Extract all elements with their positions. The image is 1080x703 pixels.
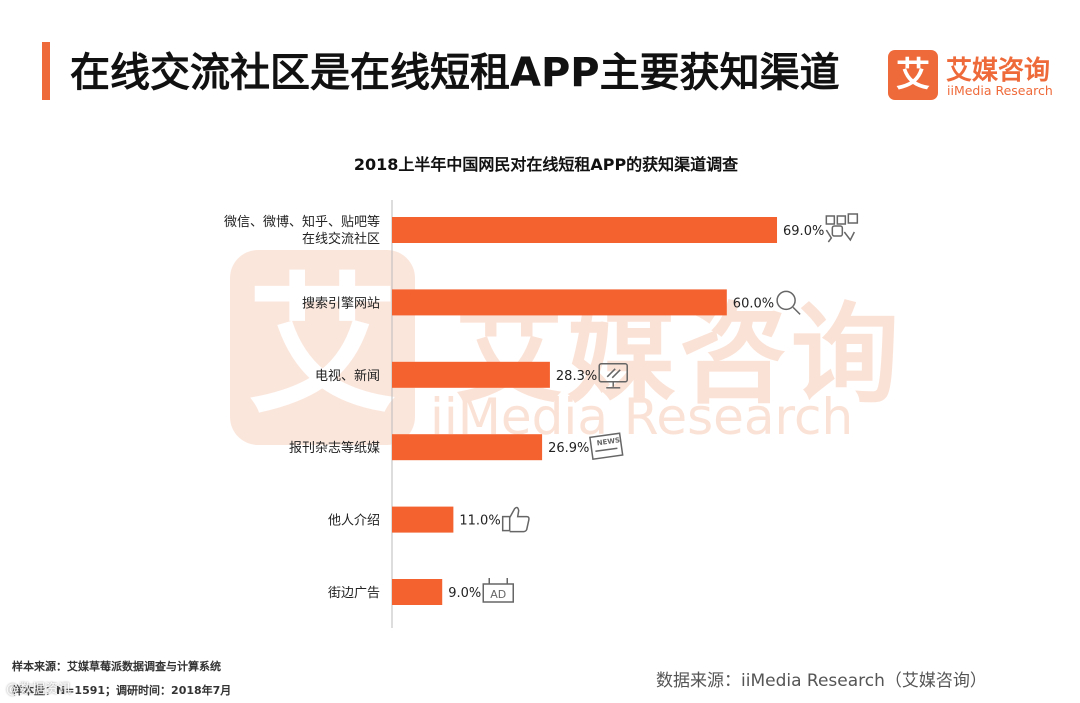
logo-name-en: iiMedia Research <box>947 83 1053 98</box>
value-label: 28.3% <box>556 369 597 384</box>
category-label: 微信、微博、知乎、贴吧等在线交流社区 <box>224 214 380 247</box>
bars-group: 微信、微博、知乎、贴吧等在线交流社区 69.0% 搜索引擎网站 60.0% 电视、新闻 2… <box>224 213 859 605</box>
social-icon <box>825 213 859 243</box>
footer-sample-source: 样本来源：艾媒草莓派数据调查与计算系统 <box>12 660 221 673</box>
footer-sample-size: 样本量：N=1591；调研时间：2018年7月 <box>12 684 232 697</box>
brand-logo: 艾 艾媒咨询 iiMedia Research <box>888 50 1068 100</box>
category-label: 电视、新闻 <box>315 368 380 384</box>
chart-title: 2018上半年中国网民对在线短租APP的获知渠道调查 <box>354 155 738 174</box>
search-icon <box>776 290 801 315</box>
bar <box>392 506 454 533</box>
category-label: 搜索引擎网站 <box>302 296 380 311</box>
category-label: 他人介绍 <box>328 514 380 529</box>
category-label-line: 街边广告 <box>328 586 380 601</box>
bar <box>392 217 778 243</box>
category-label-line: 他人介绍 <box>328 514 380 529</box>
value-label: 60.0% <box>733 296 774 311</box>
value-label: 69.0% <box>783 224 824 239</box>
logo-name-cn: 艾媒咨询 <box>946 56 1051 86</box>
thumbs-up-icon <box>501 506 530 533</box>
category-label: 街边广告 <box>328 586 380 601</box>
bar <box>392 434 543 461</box>
value-label: 9.0% <box>448 586 481 601</box>
category-label-line: 搜索引擎网站 <box>302 296 380 311</box>
logo-glyph: 艾 <box>888 50 938 100</box>
category-label-line: 微信、微博、知乎、贴吧等 <box>224 214 380 230</box>
newspaper-icon-label: NEWS <box>596 436 620 447</box>
category-label-line: 在线交流社区 <box>302 231 380 247</box>
title-accent-bar <box>42 42 50 100</box>
bar <box>392 289 727 316</box>
bar <box>392 361 550 388</box>
value-label: 11.0% <box>459 514 500 529</box>
footer-data-source: 数据来源：iiMedia Research（艾媒咨询） <box>656 671 987 691</box>
category-label: 报刊杂志等纸媒 <box>289 440 380 456</box>
ad-sign-icon-label: AD <box>490 588 506 601</box>
category-label-line: 报刊杂志等纸媒 <box>289 440 380 456</box>
page-title: 在线交流社区是在线短租APP主要获知渠道 <box>70 50 840 96</box>
value-label: 26.9% <box>548 441 589 456</box>
ad-sign-icon: AD <box>482 578 515 603</box>
tv-icon <box>598 363 628 389</box>
category-label-line: 电视、新闻 <box>315 368 380 384</box>
bar <box>392 579 443 605</box>
newspaper-icon: NEWS <box>589 432 624 461</box>
corner-watermark: @数据资讯 <box>6 682 72 697</box>
